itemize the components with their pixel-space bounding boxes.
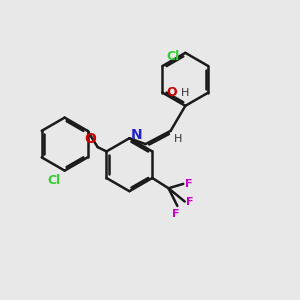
Text: F: F	[186, 196, 194, 206]
Text: Cl: Cl	[48, 174, 61, 187]
Text: O: O	[166, 86, 176, 99]
Text: H: H	[181, 88, 189, 98]
Text: O: O	[84, 132, 96, 145]
Text: F: F	[185, 179, 192, 189]
Text: Cl: Cl	[166, 50, 179, 62]
Text: N: N	[130, 128, 142, 142]
Text: H: H	[174, 134, 182, 144]
Text: F: F	[172, 209, 180, 219]
